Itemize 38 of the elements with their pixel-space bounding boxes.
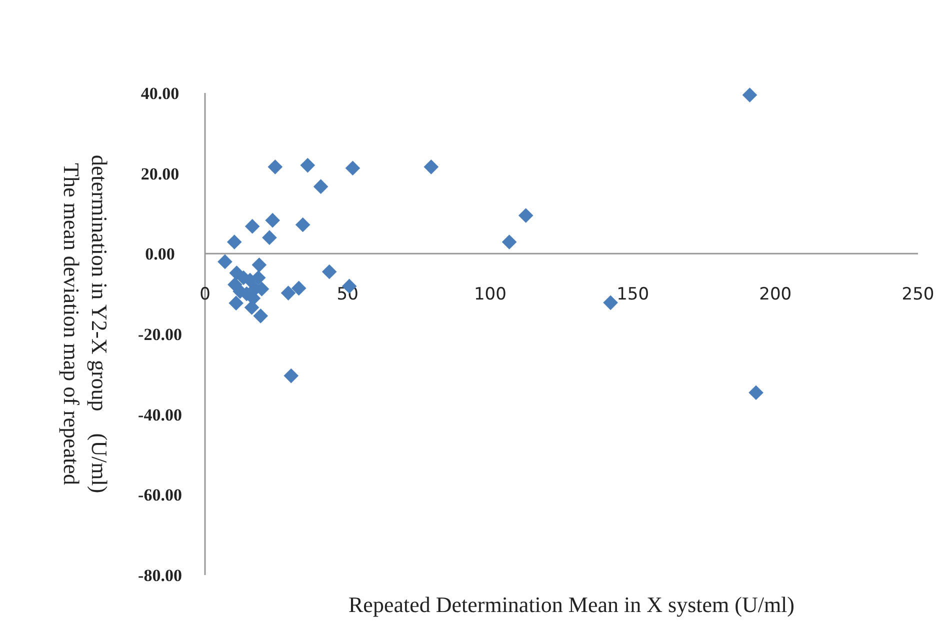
- point: [262, 230, 277, 246]
- point: [748, 385, 764, 400]
- point: [280, 286, 296, 300]
- point: [252, 257, 267, 272]
- x-tick-label: 250: [902, 284, 934, 305]
- point: [518, 208, 534, 223]
- x-tick-label: 150: [616, 284, 650, 305]
- point: [295, 217, 310, 232]
- point: [253, 308, 268, 324]
- point: [291, 280, 306, 296]
- x-tick-label: 100: [474, 284, 506, 305]
- point: [603, 295, 618, 310]
- point: [268, 159, 283, 174]
- y-tick-label: 40.00: [140, 84, 180, 103]
- point: [424, 159, 439, 174]
- x-tick-label: 200: [759, 284, 792, 305]
- y-tick-label: 20.00: [140, 164, 180, 184]
- point: [284, 368, 299, 384]
- x-tick-label: 0: [200, 284, 210, 305]
- point: [345, 160, 360, 176]
- point: [300, 158, 316, 173]
- y-tick-label: -60.00: [138, 486, 182, 505]
- point: [218, 254, 232, 270]
- y-tick-label: -40.00: [138, 405, 182, 424]
- y-tick-label: -80.00: [138, 566, 182, 585]
- y-axis-title: The mean deviation map of repeated determination in Y2-X group (U/ml): [59, 154, 112, 494]
- point: [226, 234, 242, 250]
- point: [265, 212, 280, 228]
- x-axis-title: Repeated Determination Mean in X system (U/ml): [348, 592, 794, 617]
- y-tick-label: -20.00: [138, 324, 182, 344]
- point: [244, 218, 260, 234]
- point: [244, 300, 260, 315]
- y-tick-label: 0.00: [145, 244, 175, 264]
- point: [322, 264, 337, 280]
- point: [502, 234, 517, 250]
- point: [313, 179, 328, 194]
- point: [228, 296, 244, 310]
- point: [742, 88, 758, 102]
